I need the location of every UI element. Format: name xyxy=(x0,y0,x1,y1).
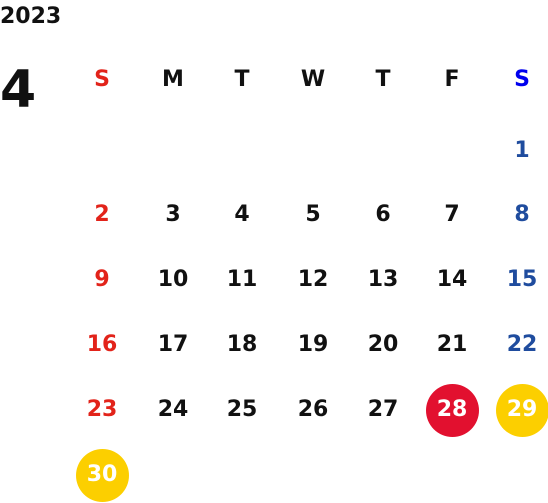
day-cell-19: 19 xyxy=(297,332,329,357)
weekday-header-wednesday: W xyxy=(300,67,326,92)
day-cell-17: 17 xyxy=(157,332,189,357)
day-cell-16: 16 xyxy=(86,332,118,357)
year-label: 2023 xyxy=(0,4,62,29)
day-cell-6: 6 xyxy=(375,202,391,227)
day-cell-14: 14 xyxy=(436,267,468,292)
weekday-header-friday: F xyxy=(444,67,460,92)
day-cell-4: 4 xyxy=(234,202,250,227)
day-cell-23: 23 xyxy=(86,397,118,422)
day-cell-7: 7 xyxy=(444,202,460,227)
day-cell-22: 22 xyxy=(506,332,538,357)
day-cell-25: 25 xyxy=(226,397,258,422)
day-cell-26: 26 xyxy=(297,397,329,422)
day-cell-2: 2 xyxy=(94,202,110,227)
day-cell-9: 9 xyxy=(94,267,110,292)
weekday-header-tuesday: T xyxy=(234,67,250,92)
day-cell-10: 10 xyxy=(157,267,189,292)
day-cell-21: 21 xyxy=(436,332,468,357)
day-cell-15: 15 xyxy=(506,267,538,292)
day-cell-13: 13 xyxy=(367,267,399,292)
day-cell-3: 3 xyxy=(165,202,181,227)
day-cell-18: 18 xyxy=(226,332,258,357)
day-cell-12: 12 xyxy=(297,267,329,292)
day-cell-11: 11 xyxy=(226,267,258,292)
day-cell-20: 20 xyxy=(367,332,399,357)
day-cell-8: 8 xyxy=(514,202,530,227)
day-cell-1: 1 xyxy=(514,138,530,163)
weekday-header-saturday: S xyxy=(514,67,530,92)
weekday-header-sunday: S xyxy=(94,67,110,92)
day-28-highlight-circle xyxy=(425,383,479,437)
day-cell-5: 5 xyxy=(305,202,321,227)
day-29-highlight-circle xyxy=(495,383,548,437)
month-number: 4 xyxy=(0,60,37,120)
day-cell-28: 28 xyxy=(436,397,468,422)
day-cell-29: 29 xyxy=(506,397,538,422)
day-cell-24: 24 xyxy=(157,397,189,422)
weekday-header-thursday: T xyxy=(375,67,391,92)
day-cell-27: 27 xyxy=(367,397,399,422)
weekday-header-monday: M xyxy=(162,67,184,92)
day-cell-30: 30 xyxy=(86,462,118,487)
day-30-highlight-circle xyxy=(75,448,129,502)
